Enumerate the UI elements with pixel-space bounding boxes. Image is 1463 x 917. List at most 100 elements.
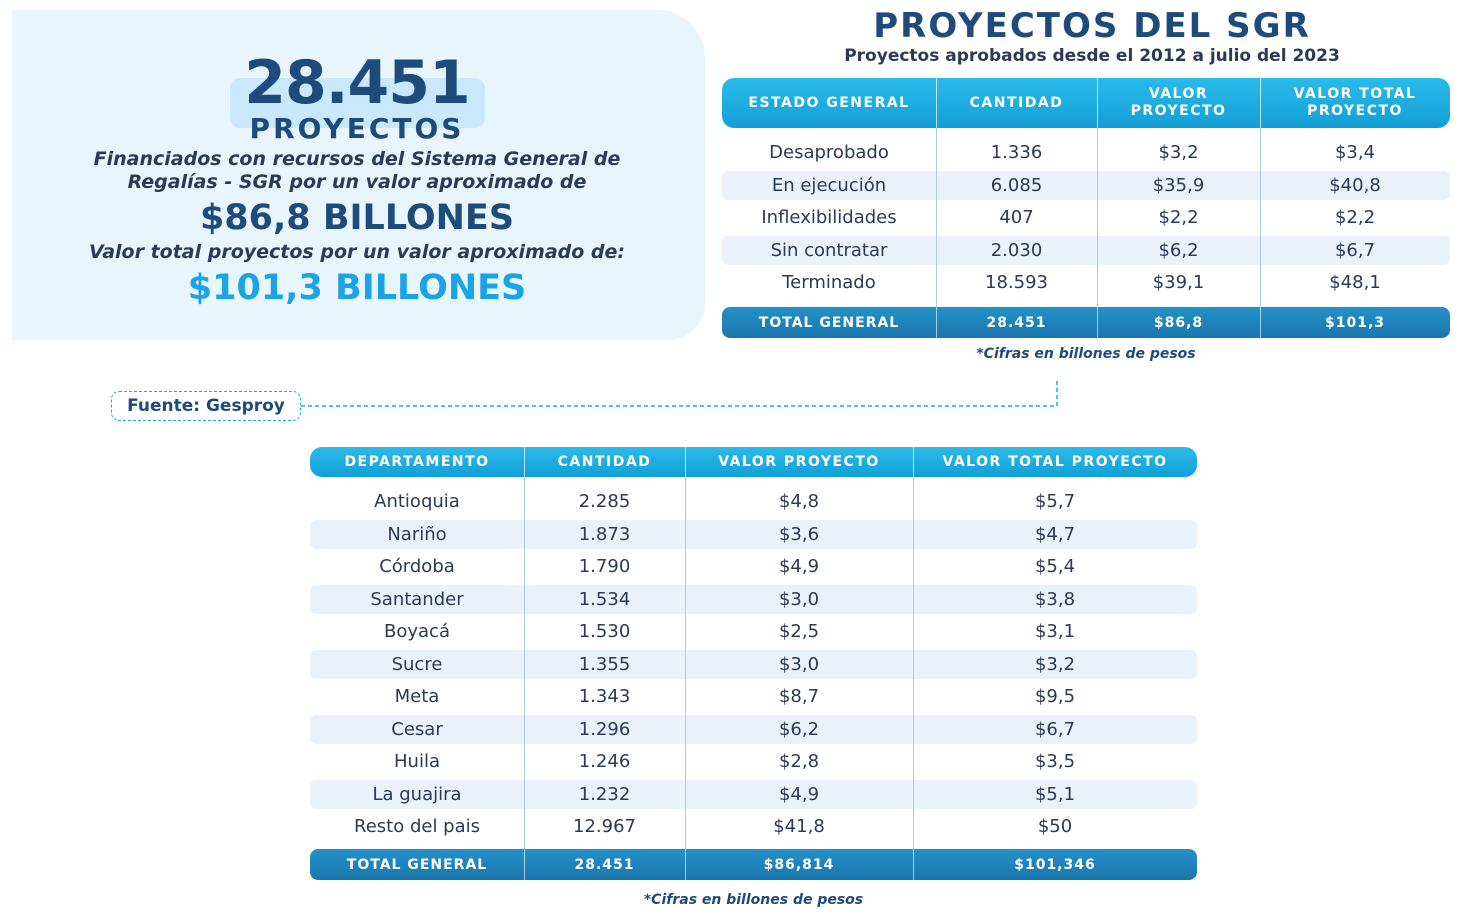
summary-value: $101,3 BILLONES <box>187 268 527 308</box>
summary-text: Valor total proyectos por un valor aprox… <box>88 241 626 263</box>
body-cell: Cesar <box>391 718 443 740</box>
body-cell: $3,0 <box>778 653 820 675</box>
summary-panel <box>12 10 705 340</box>
body-cell: 1.232 <box>578 783 631 805</box>
total-cell: $86,814 <box>763 856 835 873</box>
column-divider <box>685 477 686 849</box>
column-divider <box>936 78 937 128</box>
body-cell: $9,5 <box>1034 686 1076 708</box>
body-cell: 12.967 <box>573 816 636 838</box>
body-cell: 2.285 <box>578 491 631 513</box>
table-total-bg <box>310 849 1197 880</box>
body-cell: $3,0 <box>778 588 820 610</box>
header-cell: DEPARTAMENTO <box>344 453 490 470</box>
body-cell: $41,8 <box>773 816 825 838</box>
body-cell: Terminado <box>782 272 876 294</box>
body-cell: $40,8 <box>1329 174 1381 196</box>
project-count-label: PROYECTOS <box>249 112 465 145</box>
row-stripe <box>310 584 1197 614</box>
body-cell: $39,1 <box>1152 272 1205 294</box>
body-cell: 1.530 <box>578 621 631 643</box>
body-cell: La guajira <box>372 783 462 805</box>
body-cell: En ejecución <box>771 174 887 196</box>
table-note: *Cifras en billones de pesos <box>643 892 864 908</box>
total-cell: $101,346 <box>1014 856 1096 873</box>
header-cell: VALOR PROYECTO <box>1130 86 1227 119</box>
column-divider <box>1097 128 1098 307</box>
body-cell: $3,2 <box>1158 142 1199 164</box>
column-divider <box>685 849 686 880</box>
header-cell: ESTADO GENERAL <box>748 94 910 111</box>
body-cell: $3,6 <box>778 523 820 545</box>
header-cell: VALOR TOTAL PROYECTO <box>942 453 1168 470</box>
body-cell: $5,4 <box>1034 556 1076 578</box>
body-cell: $5,7 <box>1034 491 1076 513</box>
body-cell: $3,5 <box>1034 751 1076 773</box>
row-stripe <box>310 714 1197 744</box>
header-cell: VALOR TOTAL PROYECTO <box>1293 86 1417 119</box>
body-cell: $2,2 <box>1334 207 1376 229</box>
dashed-connector <box>301 378 1058 407</box>
body-cell: Sin contratar <box>770 239 888 261</box>
count-highlight <box>230 78 485 128</box>
total-cell: TOTAL GENERAL <box>758 314 900 331</box>
body-cell: $4,7 <box>1034 523 1076 545</box>
body-cell: 1.343 <box>578 686 631 708</box>
summary-value: $86,8 BILLONES <box>199 198 515 238</box>
body-cell: $4,9 <box>778 783 820 805</box>
body-cell: $6,2 <box>1158 239 1199 261</box>
table-header-bg <box>310 447 1197 477</box>
header-cell: CANTIDAD <box>557 453 652 470</box>
column-divider <box>524 477 525 849</box>
body-cell: Boyacá <box>384 621 450 643</box>
body-cell: $6,7 <box>1034 718 1076 740</box>
total-cell: $86,8 <box>1153 314 1204 331</box>
table-note: *Cifras en billones de pesos <box>976 346 1196 362</box>
table-subtitle: Proyectos aprobados desde el 2012 a juli… <box>844 46 1340 66</box>
body-cell: 1.534 <box>578 588 631 610</box>
column-divider <box>913 447 914 477</box>
column-divider <box>1260 307 1261 338</box>
body-cell: $4,8 <box>778 491 820 513</box>
body-cell: 1.336 <box>990 142 1043 164</box>
body-cell: 1.873 <box>578 523 631 545</box>
source-label: Fuente: Gesproy <box>111 391 301 421</box>
body-cell: 1.790 <box>578 556 631 578</box>
header-cell: VALOR PROYECTO <box>718 453 880 470</box>
body-cell: $2,2 <box>1158 207 1199 229</box>
column-divider <box>913 477 914 849</box>
body-cell: $3,2 <box>1034 653 1076 675</box>
body-cell: Meta <box>394 686 440 708</box>
body-cell: 407 <box>999 207 1034 229</box>
summary-text: Regalías - SGR por un valor aproximado d… <box>127 171 587 193</box>
column-divider <box>1260 128 1261 307</box>
row-stripe <box>310 649 1197 679</box>
row-stripe <box>310 519 1197 549</box>
body-cell: $4,9 <box>778 556 820 578</box>
body-cell: $3,8 <box>1034 588 1076 610</box>
column-divider <box>1097 307 1098 338</box>
column-divider <box>936 307 937 338</box>
body-cell: $2,5 <box>778 621 820 643</box>
body-cell: Córdoba <box>379 556 455 578</box>
total-cell: 28.451 <box>986 314 1047 331</box>
table-total-bg <box>722 307 1450 338</box>
body-cell: 1.246 <box>578 751 631 773</box>
body-cell: Santander <box>370 588 464 610</box>
body-cell: Antioquia <box>374 491 460 513</box>
body-cell: 1.296 <box>578 718 631 740</box>
body-cell: Desaprobado <box>769 142 889 164</box>
body-cell: $48,1 <box>1329 272 1381 294</box>
body-cell: $6,2 <box>778 718 820 740</box>
column-divider <box>1097 78 1098 128</box>
body-cell: $6,7 <box>1334 239 1376 261</box>
body-cell: Inflexibilidades <box>761 207 897 229</box>
column-divider <box>936 128 937 307</box>
row-stripe <box>310 779 1197 809</box>
column-divider <box>524 447 525 477</box>
row-stripe <box>722 235 1450 265</box>
body-cell: $3,1 <box>1034 621 1076 643</box>
total-cell: 28.451 <box>574 856 635 873</box>
